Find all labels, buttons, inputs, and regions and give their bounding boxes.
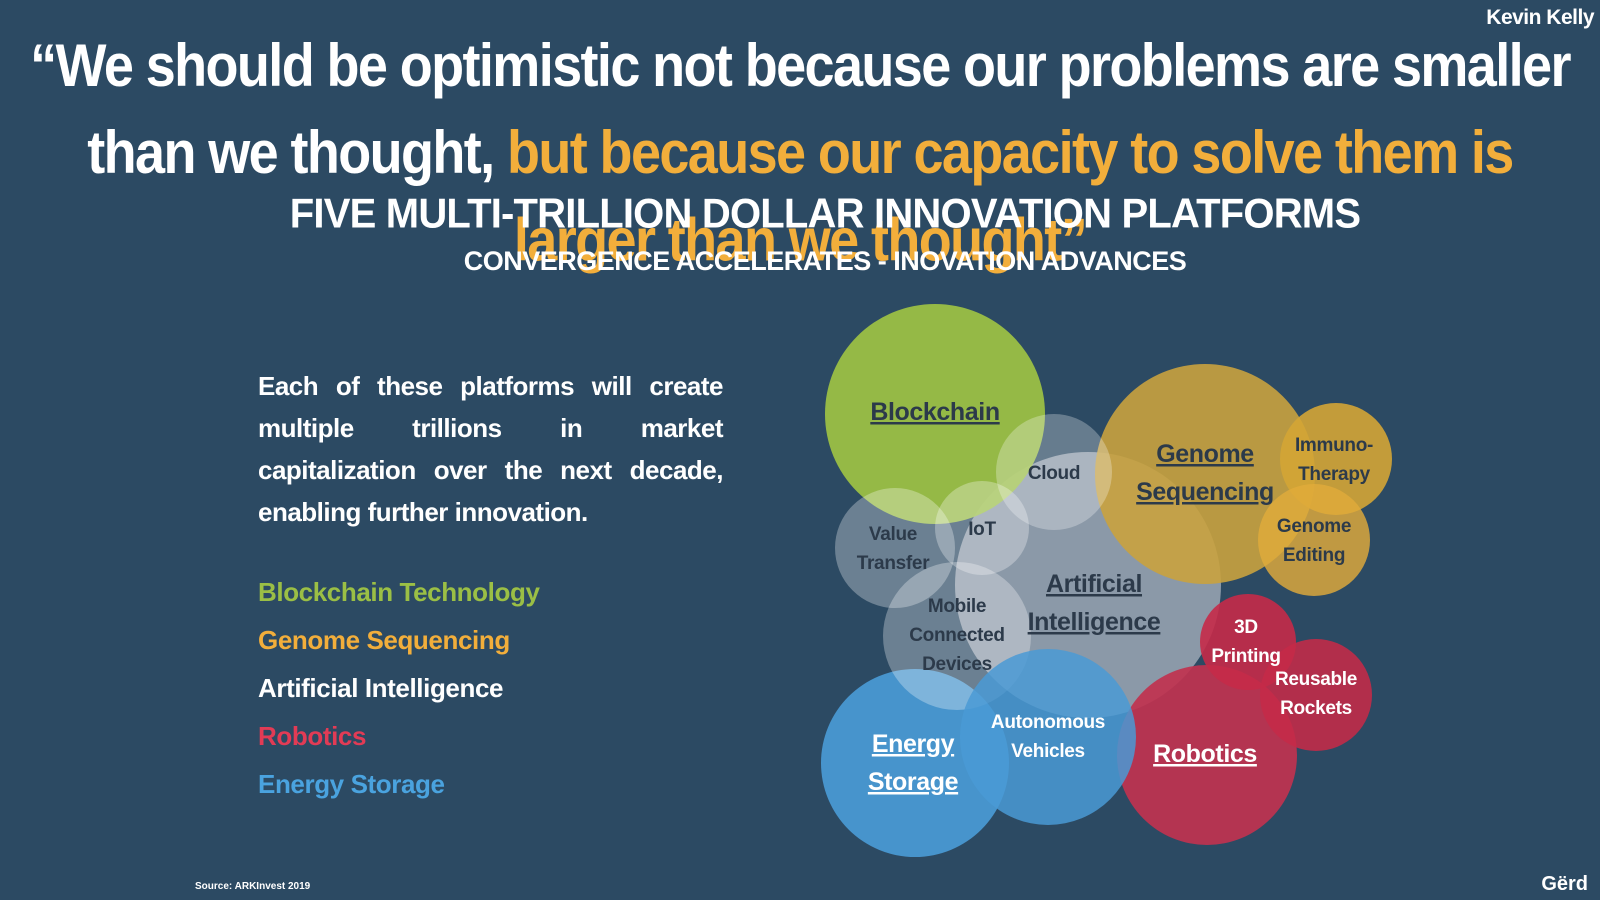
label-energy-1: Energy: [872, 730, 955, 758]
circle-robotics: [1117, 665, 1297, 845]
label-genome-1: Genome: [1156, 440, 1254, 468]
label-genome-2: Sequencing: [1136, 478, 1274, 506]
legend-item-energy: Energy Storage: [258, 769, 445, 799]
quote: “We should be optimistic not because our…: [20, 22, 1580, 284]
label-3d-printing-1: 3D: [1234, 617, 1258, 638]
legend-item-robotics: Robotics: [258, 721, 367, 751]
quote-highlight: but because our capacity to solve them i…: [507, 119, 1514, 274]
label-mobile-1: Mobile: [928, 596, 986, 617]
circle-autonomous: [960, 649, 1136, 825]
circle-energy: [821, 669, 1009, 857]
label-robotics: Robotics: [1153, 740, 1257, 768]
label-ai-1: Artificial: [1046, 570, 1142, 598]
circle-genome-editing: [1258, 484, 1370, 596]
label-mobile-2: Connected: [909, 625, 1004, 646]
label-autonomous-2: Vehicles: [1011, 741, 1085, 762]
circle-blockchain: [825, 304, 1045, 524]
legend-item-blockchain: Blockchain Technology: [258, 577, 540, 607]
platform-legend: Blockchain Technology Genome Sequencing …: [258, 574, 540, 814]
subheadline: CONVERGENCE ACCELERATES - INOVATION ADVA…: [463, 246, 1187, 276]
label-iot: IoT: [968, 519, 996, 540]
legend-item-ai: Artificial Intelligence: [258, 673, 504, 703]
description: Each of these platforms will create mult…: [258, 371, 724, 527]
author-name: Kevin Kelly: [1486, 6, 1594, 29]
label-genome-editing-2: Editing: [1283, 545, 1345, 566]
label-3d-printing-2: Printing: [1211, 646, 1280, 667]
circle-iot: [935, 481, 1029, 575]
label-autonomous-1: Autonomous: [991, 712, 1105, 733]
circle-reusable-rockets: [1260, 639, 1372, 751]
circle-cloud: [996, 414, 1112, 530]
label-rockets-1: Reusable: [1275, 669, 1357, 690]
brand-logo: Gërd: [1541, 873, 1588, 895]
label-immuno-2: Therapy: [1298, 464, 1371, 485]
label-ai-2: Intelligence: [1028, 608, 1161, 636]
label-value-transfer-2: Transfer: [857, 553, 930, 574]
source-note: Source: ARKInvest 2019: [195, 881, 311, 892]
label-genome-editing-1: Genome: [1277, 516, 1351, 537]
label-energy-2: Storage: [868, 768, 959, 796]
label-value-transfer-1: Value: [869, 524, 917, 545]
circle-value-transfer: [835, 488, 955, 608]
label-cloud: Cloud: [1028, 463, 1080, 484]
label-rockets-2: Rockets: [1280, 698, 1352, 719]
label-mobile-3: Devices: [922, 654, 992, 675]
headline: FIVE MULTI-TRILLION DOLLAR INNOVATION PL…: [289, 190, 1361, 238]
label-immuno-1: Immuno-: [1295, 435, 1373, 456]
label-blockchain: Blockchain: [870, 398, 999, 426]
legend-item-genome: Genome Sequencing: [258, 625, 510, 655]
quote-text: “We should be optimistic not because our…: [30, 32, 1571, 187]
